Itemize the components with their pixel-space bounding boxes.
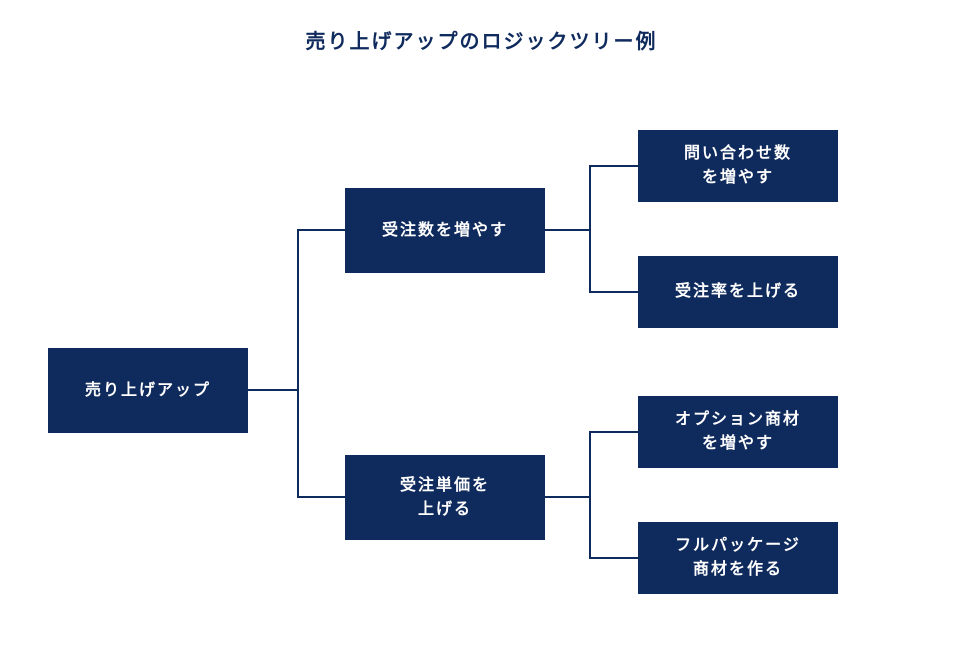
tree-node-unitprice: 受注単価を 上げる <box>345 455 545 540</box>
tree-node-orders: 受注数を増やす <box>345 188 545 273</box>
connector-orders-inquiries <box>545 166 638 230</box>
tree-node-inquiries: 問い合わせ数 を増やす <box>638 130 838 202</box>
connector-root-orders <box>248 230 345 390</box>
tree-node-orderrate: 受注率を上げる <box>638 256 838 328</box>
tree-node-options: オプション商材 を増やす <box>638 396 838 468</box>
diagram-title: 売り上げアップのロジックツリー例 <box>0 25 963 54</box>
tree-node-fullpkg: フルパッケージ 商材を作る <box>638 522 838 594</box>
connector-orders-orderrate <box>545 230 638 292</box>
tree-node-root: 売り上げアップ <box>48 348 248 433</box>
connector-unitprice-options <box>545 432 638 497</box>
connector-unitprice-fullpkg <box>545 497 638 558</box>
connector-root-unitprice <box>248 390 345 497</box>
